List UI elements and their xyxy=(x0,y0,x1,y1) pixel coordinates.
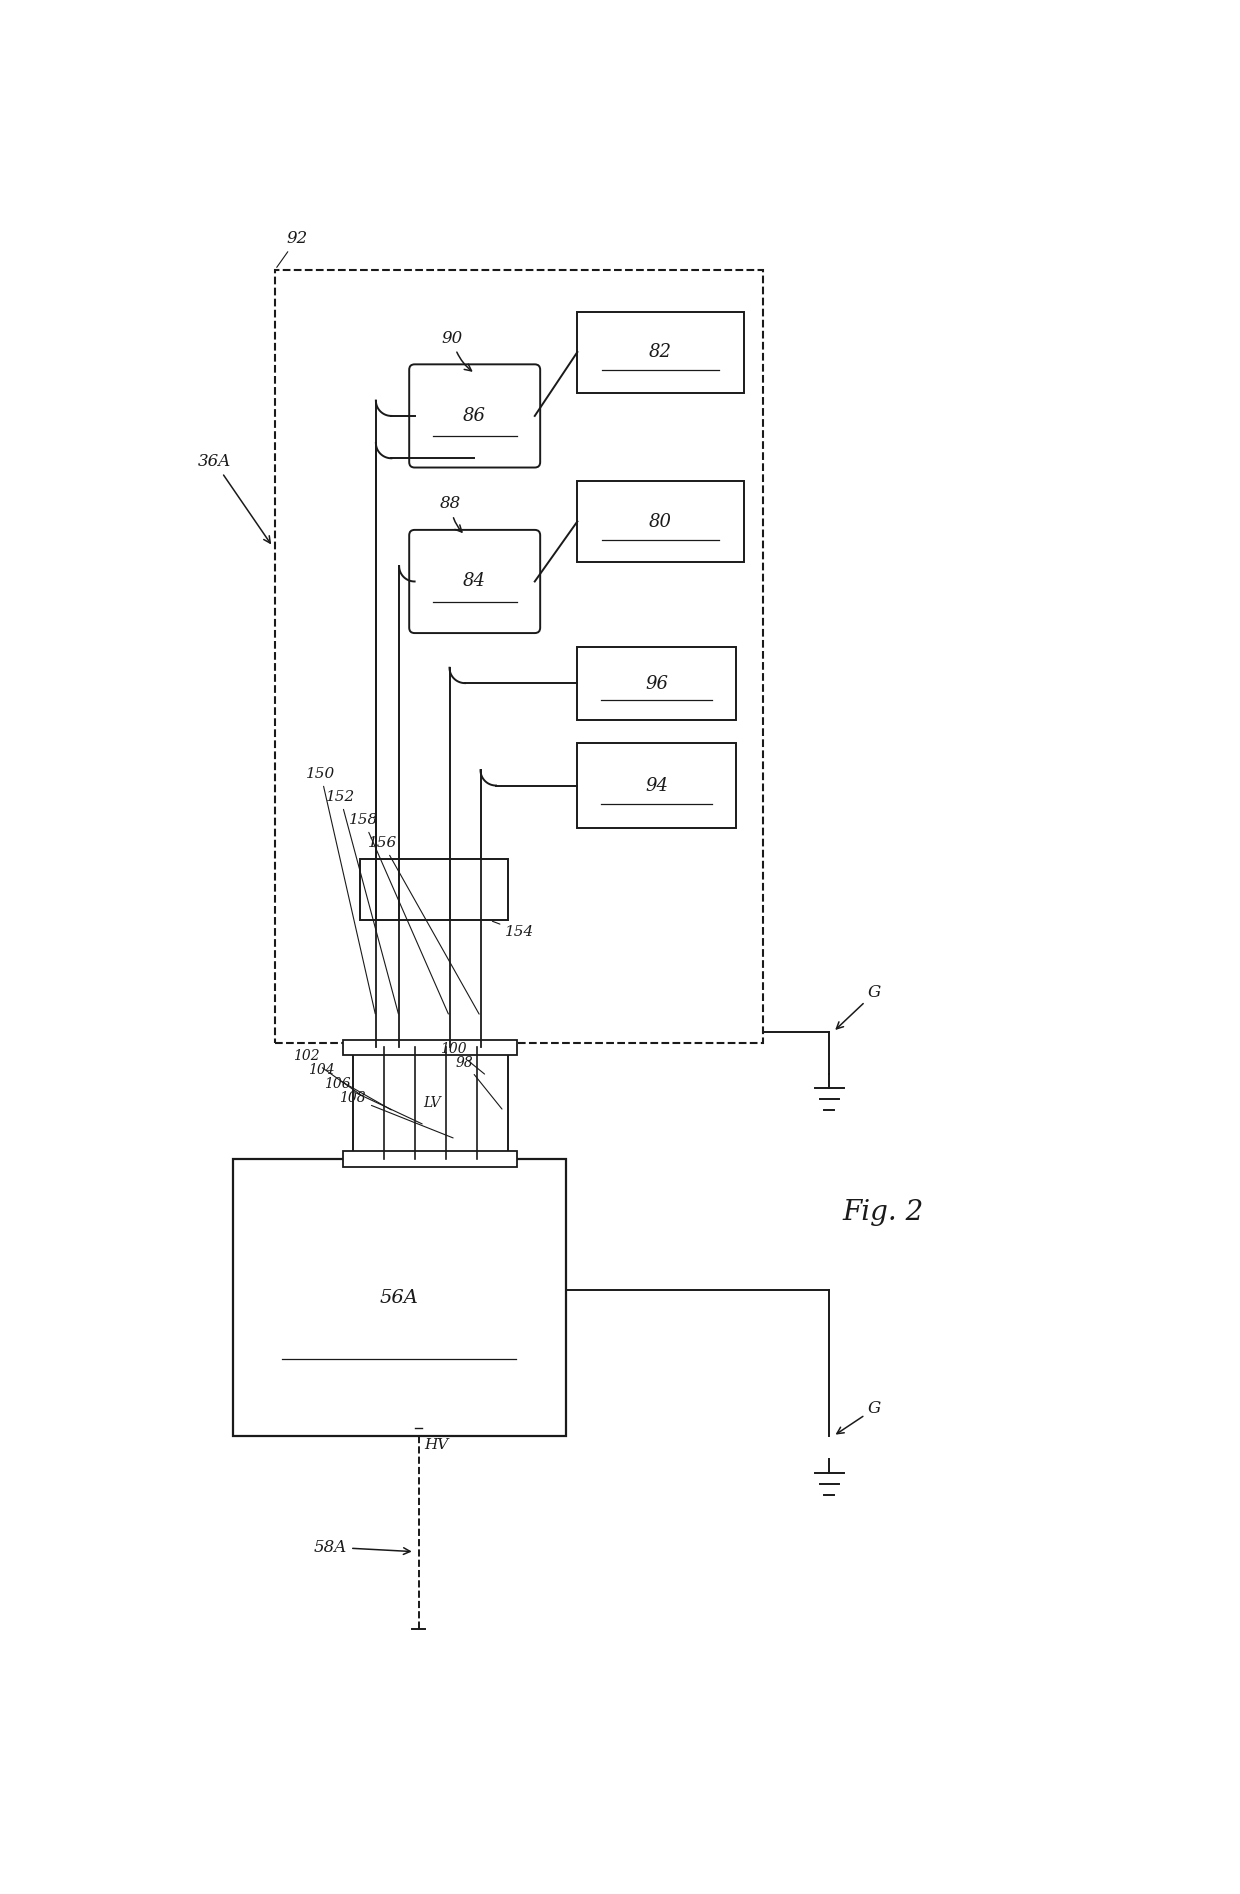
Text: 154: 154 xyxy=(492,920,534,939)
Text: HV: HV xyxy=(424,1438,449,1451)
Text: 80: 80 xyxy=(650,513,672,530)
Bar xyxy=(578,648,737,720)
Text: 90: 90 xyxy=(441,330,471,371)
Text: 88: 88 xyxy=(440,496,461,532)
Text: 104: 104 xyxy=(309,1063,392,1110)
Bar xyxy=(578,313,744,392)
Text: 84: 84 xyxy=(464,572,486,591)
Text: 100: 100 xyxy=(440,1042,485,1074)
Bar xyxy=(352,1047,507,1159)
Text: 58A: 58A xyxy=(314,1538,410,1555)
Text: G: G xyxy=(837,985,882,1028)
Text: 106: 106 xyxy=(324,1078,422,1123)
Text: LV: LV xyxy=(423,1097,440,1110)
Text: Fig. 2: Fig. 2 xyxy=(843,1199,924,1227)
Text: 102: 102 xyxy=(293,1049,362,1097)
Bar xyxy=(275,269,764,1044)
Text: G: G xyxy=(837,1400,882,1434)
Text: 56A: 56A xyxy=(379,1288,419,1307)
Text: 150: 150 xyxy=(306,767,376,1013)
Bar xyxy=(343,1152,517,1167)
Text: 96: 96 xyxy=(645,674,668,693)
Text: 82: 82 xyxy=(650,343,672,362)
Text: 108: 108 xyxy=(340,1091,453,1138)
Text: 156: 156 xyxy=(368,835,479,1013)
Bar xyxy=(361,858,507,920)
Bar xyxy=(233,1159,565,1436)
Text: 158: 158 xyxy=(348,813,449,1013)
FancyBboxPatch shape xyxy=(409,530,541,633)
Text: 86: 86 xyxy=(464,407,486,424)
Bar xyxy=(343,1040,517,1055)
Text: 36A: 36A xyxy=(197,453,270,544)
Text: 94: 94 xyxy=(645,777,668,794)
Text: 152: 152 xyxy=(325,790,398,1013)
Bar xyxy=(578,481,744,563)
Text: 92: 92 xyxy=(277,229,308,267)
Bar xyxy=(578,742,737,828)
FancyBboxPatch shape xyxy=(409,364,541,468)
Text: 98: 98 xyxy=(456,1055,502,1110)
